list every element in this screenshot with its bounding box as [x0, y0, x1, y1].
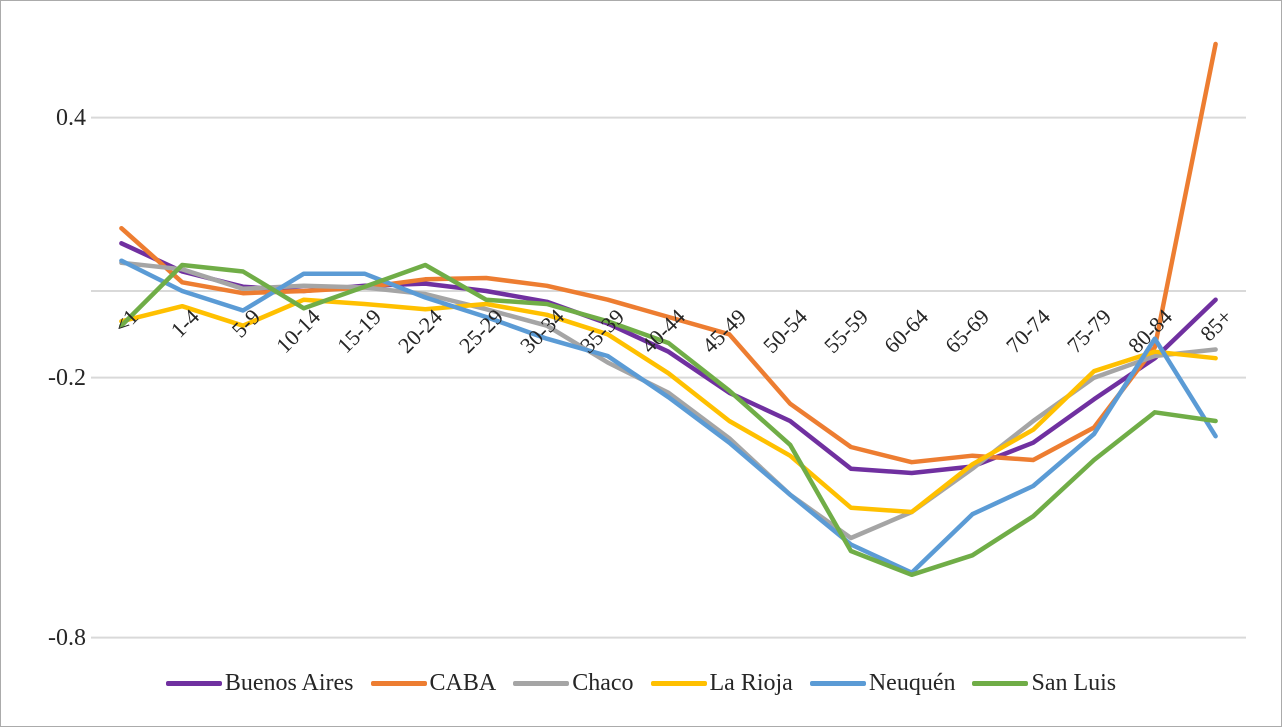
series-line-caba [119, 41, 1218, 465]
series-line-san-luis [119, 262, 1218, 578]
series-line-neuquen [119, 258, 1218, 575]
legend-line-swatch [972, 680, 1029, 686]
series-line-buenos-aires [119, 241, 1218, 476]
chart-legend: Buenos Aires CABA Chaco La Rioja Neuquén San … [1, 668, 1281, 698]
legend-item-chaco: Chaco [513, 668, 634, 698]
legend-line-swatch [165, 680, 222, 686]
legend-item-neuquen: Neuquén [809, 668, 956, 698]
legend-item-la-rioja: La Rioja [650, 668, 793, 698]
legend-line-swatch [513, 680, 570, 686]
legend-label: Buenos Aires [224, 670, 354, 696]
legend-label: La Rioja [709, 670, 793, 696]
series-line-chaco [119, 260, 1218, 541]
legend-label: San Luis [1031, 670, 1117, 696]
legend-label: CABA [429, 670, 497, 696]
legend-item-caba: CABA [370, 668, 497, 698]
series-line-la-rioja [119, 297, 1218, 515]
legend-line-swatch [370, 680, 427, 686]
legend-label: Chaco [572, 670, 634, 696]
y-axis-tick-label: -0.8 [48, 625, 86, 651]
legend-line-swatch [650, 680, 707, 686]
y-axis-tick-label: 0.4 [56, 105, 86, 131]
legend-line-swatch [809, 680, 866, 686]
legend-item-buenos-aires: Buenos Aires [165, 668, 354, 698]
y-axis-tick-label: -0.2 [48, 365, 86, 391]
legend-label: Neuquén [868, 670, 956, 696]
legend-item-san-luis: San Luis [972, 668, 1116, 698]
